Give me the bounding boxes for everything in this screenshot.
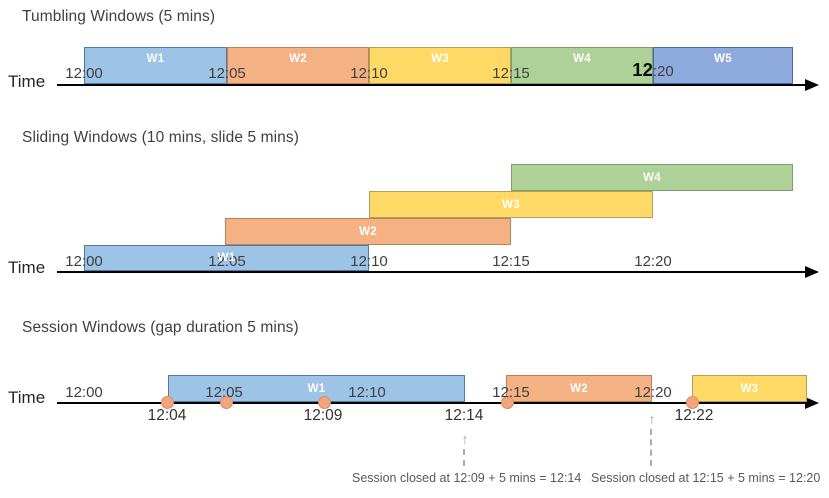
window-bar-w4: W4 <box>511 164 793 191</box>
session-close-arrow-icon: ↑ <box>461 431 469 447</box>
tick-12-10: 12:10 <box>350 253 388 270</box>
tick-12-20: 12:20 <box>634 384 672 401</box>
window-bar-w2: W2 <box>506 375 652 402</box>
event-time-label: 12:04 <box>147 407 187 424</box>
axis-arrowhead-icon <box>805 397 819 409</box>
session-close-arrow-icon: ↑ <box>648 411 656 427</box>
window-bar-w3: W3 <box>692 375 807 402</box>
window-bar-w3: W3 <box>369 47 511 84</box>
event-dot <box>686 396 699 409</box>
tick-bold-part: 12 <box>632 59 653 80</box>
time-axis-label: Time <box>8 258 46 277</box>
window-label: W3 <box>431 53 449 65</box>
time-axis-line <box>57 84 805 86</box>
event-dot <box>161 396 174 409</box>
tick-12-10: 12:10 <box>350 65 388 82</box>
window-label: W4 <box>573 53 591 65</box>
window-label: W1 <box>307 382 326 395</box>
tick-12-00: 12:00 <box>65 65 103 82</box>
tick-12-05: 12:05 <box>208 65 246 82</box>
event-dot <box>318 396 331 409</box>
window-label: W1 <box>146 53 165 65</box>
tick-12-15: 12:15 <box>492 65 530 82</box>
time-axis-label: Time <box>8 72 46 91</box>
window-bar-w1: W1 <box>84 47 227 84</box>
dashed-line <box>463 449 465 466</box>
tick-12-20: 12:20 <box>632 59 674 80</box>
window-label: W3 <box>502 198 520 211</box>
time-axis-line <box>57 271 805 273</box>
tick-12-00: 12:00 <box>65 253 103 270</box>
tick-normal-part: :20 <box>652 63 674 80</box>
window-label: W4 <box>643 171 661 184</box>
tick-12-05: 12:05 <box>208 253 246 270</box>
time-axis-line <box>57 402 805 404</box>
tick-12-20: 12:20 <box>634 253 672 270</box>
tick-12-15: 12:15 <box>492 253 530 270</box>
tick-12-00: 12:00 <box>65 384 103 401</box>
dashed-line <box>650 429 652 466</box>
session-close-annotation: Session closed at 12:09 + 5 mins = 12:14 <box>352 471 582 485</box>
tumbling-section-title: Tumbling Windows (5 mins) <box>22 8 216 25</box>
time-axis-label: Time <box>8 388 46 407</box>
tick-12-15: 12:15 <box>492 384 530 401</box>
event-dot <box>220 396 233 409</box>
session-close-annotation: Session closed at 12:15 + 5 mins = 12:20 <box>591 471 821 485</box>
window-bar-w4: W4 <box>511 47 653 84</box>
event-dot <box>501 396 514 409</box>
window-label: W1 <box>217 252 236 264</box>
event-time-label: 12:14 <box>444 407 484 424</box>
tick-12-05: 12:05 <box>205 384 243 401</box>
axis-arrowhead-icon <box>805 79 819 91</box>
window-bar-w5: W5 <box>653 47 793 84</box>
event-time-label: 12:09 <box>303 407 343 424</box>
sliding-section-title: Sliding Windows (10 mins, slide 5 mins) <box>22 129 299 146</box>
axis-arrowhead-icon <box>805 266 819 278</box>
window-label: W2 <box>289 53 307 65</box>
window-bar-w1: W1 <box>84 245 369 271</box>
window-bar-w1: W1 <box>168 375 465 402</box>
window-label: W3 <box>740 382 759 395</box>
window-bar-w2: W2 <box>227 47 369 84</box>
window-label: W5 <box>714 53 732 65</box>
event-time-label: 12:22 <box>674 407 714 424</box>
session-section-title: Session Windows (gap duration 5 mins) <box>22 319 299 336</box>
tick-12-10: 12:10 <box>348 384 386 401</box>
window-bar-w3: W3 <box>369 191 653 218</box>
window-label: W2 <box>359 225 377 238</box>
window-label: W2 <box>570 382 588 395</box>
window-bar-w2: W2 <box>225 218 511 245</box>
